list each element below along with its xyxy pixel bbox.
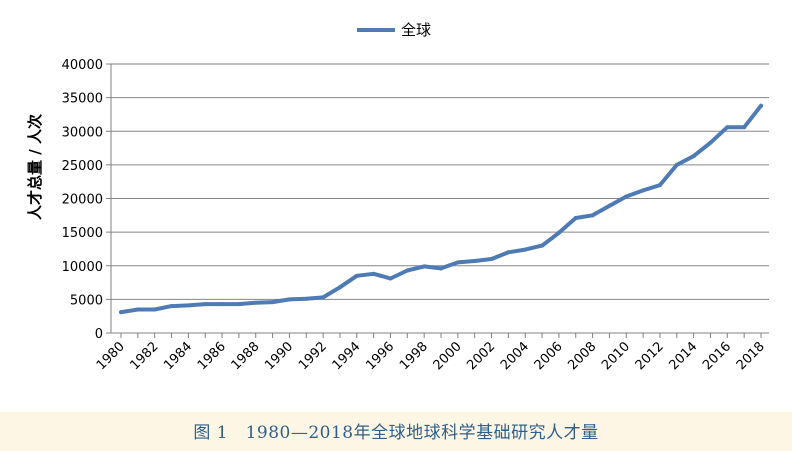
data-point (371, 271, 376, 276)
x-tick-label: 2016 (700, 339, 734, 373)
data-point (708, 140, 713, 145)
grid-lines (106, 63, 769, 334)
x-tick-label: 1998 (397, 339, 431, 373)
data-point (354, 273, 359, 278)
data-point (337, 285, 342, 290)
y-tick-label: 0 (95, 327, 103, 342)
data-point (119, 310, 123, 315)
data-point (270, 300, 275, 305)
y-axis-label: 人才总量 / 人次 (26, 114, 44, 220)
data-point (203, 302, 208, 307)
x-tick-label: 2004 (498, 339, 532, 373)
x-tick-labels: 1980 1982 1984 1986 1988 1990 1992 1994 1996 1998… (94, 339, 768, 373)
data-point (657, 183, 662, 188)
x-tick-label: 1992 (296, 339, 330, 373)
data-point (388, 276, 393, 281)
x-tick-label: 1986 (195, 339, 229, 373)
x-tick-label: 2012 (633, 339, 667, 373)
data-point (287, 297, 292, 302)
data-point (607, 203, 612, 208)
x-tick-label: 2000 (431, 339, 465, 373)
data-point (236, 302, 241, 307)
data-point (506, 250, 511, 255)
data-point (523, 247, 528, 252)
x-tick-label: 1996 (363, 339, 397, 373)
y-tick-label: 20000 (62, 193, 103, 208)
data-point (742, 125, 747, 130)
data-point (624, 194, 629, 199)
y-tick-labels: 0 5000 10000 15000 20000 25000 30000 35000 40000 (62, 58, 103, 342)
x-tick-label: 2010 (599, 339, 633, 373)
line-chart: 0 5000 10000 15000 20000 25000 30000 35000 40000… (26, 21, 769, 373)
data-point (573, 216, 578, 221)
figure-caption: 图 1 1980—2018年全球地球科学基础研究人才量 (193, 423, 599, 443)
data-point (455, 260, 460, 265)
data-point (759, 103, 763, 108)
x-tick-label: 2018 (734, 339, 768, 373)
data-point (253, 300, 258, 305)
x-tick-label: 2008 (565, 339, 599, 373)
y-tick-label: 30000 (62, 125, 103, 140)
x-tick-label: 1994 (330, 339, 364, 373)
y-tick-label: 5000 (70, 293, 103, 308)
chart-panel: 0 5000 10000 15000 20000 25000 30000 35000 40000… (0, 0, 792, 412)
data-point (540, 243, 545, 248)
data-point (152, 307, 157, 312)
data-point (321, 295, 326, 300)
data-point (186, 303, 191, 308)
data-point (304, 296, 309, 301)
data-point (422, 264, 427, 269)
x-tick-label: 1984 (161, 339, 195, 373)
data-point (691, 154, 696, 159)
x-tick-label: 1990 (262, 339, 296, 373)
data-point (135, 307, 140, 312)
data-point (556, 230, 561, 235)
data-point (590, 213, 595, 218)
x-tick-label: 2006 (532, 339, 566, 373)
y-tick-label: 25000 (62, 159, 103, 174)
data-point (641, 188, 646, 193)
y-tick-label: 15000 (62, 226, 103, 241)
data-point (674, 162, 679, 167)
x-tick-label: 1982 (128, 339, 162, 373)
data-point (405, 268, 410, 273)
legend: 全球 (357, 21, 431, 39)
data-point (220, 302, 225, 307)
x-tick-label: 2014 (666, 339, 700, 373)
legend-label-global: 全球 (401, 21, 431, 39)
data-point (472, 259, 477, 264)
axes (110, 64, 769, 338)
y-tick-label: 10000 (62, 260, 103, 275)
series-line-global (119, 103, 763, 315)
y-tick-label: 35000 (62, 92, 103, 107)
data-point (439, 266, 443, 271)
x-tick-label: 2002 (464, 339, 498, 373)
data-point (725, 125, 730, 130)
data-point (489, 257, 494, 262)
series-layer (119, 103, 763, 315)
data-point (169, 304, 174, 309)
x-tick-label: 1980 (94, 339, 128, 373)
x-tick-label: 1988 (229, 339, 263, 373)
y-tick-label: 40000 (62, 58, 103, 73)
